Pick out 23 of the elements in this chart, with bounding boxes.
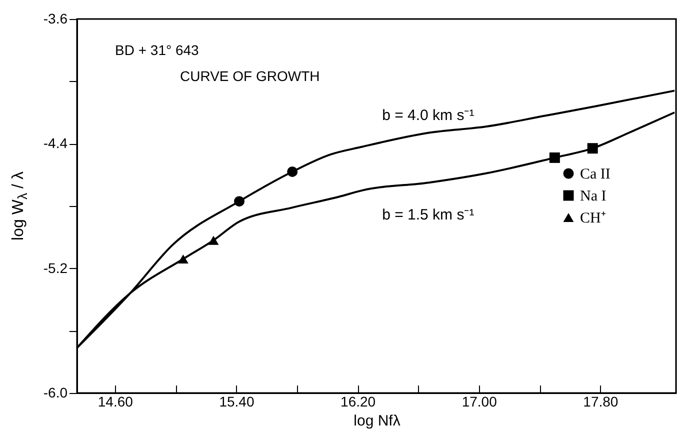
point [549, 152, 560, 163]
legend-label: CH⁺ [580, 210, 606, 226]
series-label: b = 1.5 km s⁻¹ [382, 206, 474, 224]
x-tick-label: 15.40 [219, 394, 254, 410]
legend-label: Na I [580, 188, 606, 204]
point [234, 196, 245, 207]
x-tick-label: 14.60 [98, 394, 134, 410]
text: BD + 31° 643 [115, 42, 199, 58]
x-tick-label: 17.00 [462, 394, 498, 410]
point [208, 236, 219, 245]
y-tick-label: -3.6 [43, 10, 68, 26]
legend-label: Ca II [580, 166, 610, 182]
x-tick-label: 16.20 [340, 394, 376, 410]
point [178, 254, 188, 264]
y-tick-label: -6.0 [43, 384, 68, 400]
text: CURVE OF GROWTH [180, 68, 320, 84]
point [287, 166, 298, 177]
x-axis-title: log Nfλ [354, 412, 401, 430]
x-tick-label: 17.80 [583, 394, 618, 410]
series-label: b = 4.0 km s⁻¹ [382, 106, 474, 124]
y-tick-label: -4.4 [43, 135, 68, 152]
y-tick-label: -5.2 [43, 260, 68, 276]
point [587, 143, 598, 154]
